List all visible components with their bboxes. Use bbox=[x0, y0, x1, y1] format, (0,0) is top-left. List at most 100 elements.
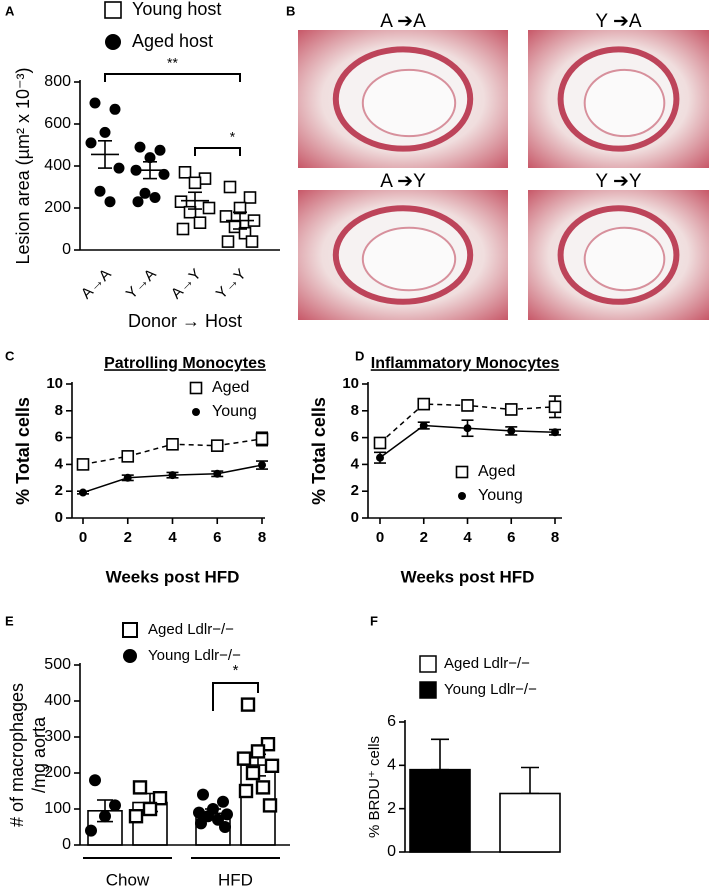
group-label: HFD bbox=[218, 870, 253, 889]
legend-marker bbox=[122, 622, 138, 638]
y-axis-label: Lesion area (µm² x 10⁻³) bbox=[13, 68, 33, 265]
y-tick-label: 0 bbox=[55, 509, 63, 526]
x-tick-label: 8 bbox=[551, 529, 559, 546]
legend-marker bbox=[104, 1, 122, 19]
square-marker bbox=[210, 439, 224, 452]
circle-marker bbox=[89, 774, 101, 787]
circle-marker bbox=[99, 810, 111, 823]
circle-marker bbox=[85, 137, 97, 149]
square-marker bbox=[262, 798, 278, 813]
y-axis-label: % BRDU⁺ cells bbox=[366, 736, 383, 838]
circle-marker bbox=[123, 473, 132, 482]
legend-label: Aged Ldlr−/− bbox=[444, 655, 530, 672]
square-marker bbox=[255, 780, 271, 795]
circle-marker bbox=[463, 424, 472, 433]
panel-label: E bbox=[5, 613, 14, 628]
circle-marker bbox=[109, 103, 121, 115]
image-label: A ➔A bbox=[380, 11, 426, 32]
legend-label: Aged bbox=[478, 463, 515, 480]
legend-label: Young host bbox=[132, 0, 221, 19]
square-marker bbox=[461, 399, 474, 412]
y-tick-label: 200 bbox=[44, 199, 71, 216]
circle-marker bbox=[158, 168, 170, 180]
circle-marker bbox=[197, 788, 209, 801]
circle-marker bbox=[113, 162, 125, 174]
y-tick-label: 500 bbox=[44, 656, 71, 673]
legend-marker bbox=[189, 381, 203, 395]
square-marker bbox=[236, 751, 252, 766]
y-tick-label: 300 bbox=[44, 728, 71, 745]
significance-label: * bbox=[233, 662, 239, 679]
x-axis-label: Donor → Host bbox=[128, 311, 242, 331]
lumen bbox=[583, 68, 666, 138]
square-marker bbox=[264, 758, 280, 773]
circle-marker bbox=[79, 488, 87, 497]
y-tick-label: 6 bbox=[351, 429, 359, 446]
square-marker bbox=[166, 437, 179, 451]
x-tick-label: 6 bbox=[213, 529, 221, 546]
y-axis-label: % Total cells bbox=[309, 397, 329, 505]
y-tick-label: 0 bbox=[351, 509, 359, 526]
square-marker bbox=[178, 166, 192, 179]
y-tick-label: 2 bbox=[351, 482, 359, 499]
circle-marker bbox=[507, 426, 516, 435]
lumen bbox=[361, 226, 457, 292]
circle-marker bbox=[104, 196, 116, 208]
group-label: Chow bbox=[106, 870, 150, 889]
y-tick-label: 4 bbox=[55, 455, 64, 472]
x-tick-label: 2 bbox=[420, 529, 428, 546]
circle-marker bbox=[134, 141, 146, 153]
legend-label: Young Ldlr−/− bbox=[444, 681, 537, 698]
y-tick-label: 0 bbox=[387, 843, 396, 860]
square-marker bbox=[128, 809, 144, 824]
circle-marker bbox=[139, 187, 151, 199]
circle-marker bbox=[144, 152, 156, 164]
legend-label: Young bbox=[212, 403, 257, 420]
y-tick-label: 400 bbox=[44, 692, 71, 709]
y-tick-label: 6 bbox=[387, 713, 396, 730]
square-marker bbox=[245, 235, 259, 248]
lumen bbox=[583, 226, 666, 292]
legend-label: Young Ldlr−/− bbox=[148, 647, 241, 664]
circle-marker bbox=[219, 821, 231, 833]
y-tick-label: 100 bbox=[44, 800, 71, 817]
legend-marker bbox=[458, 492, 466, 500]
circle-marker bbox=[149, 192, 161, 203]
square-marker bbox=[250, 744, 266, 759]
legend-swatch bbox=[419, 655, 437, 673]
x-tick-label: 2 bbox=[124, 529, 132, 546]
y-tick-label: 2 bbox=[55, 482, 63, 499]
square-marker bbox=[243, 191, 257, 204]
panel-label: F bbox=[370, 613, 378, 628]
y-axis-label: % Total cells bbox=[13, 397, 33, 505]
legend-label: Aged bbox=[212, 379, 249, 396]
panel-label: C bbox=[5, 348, 15, 363]
y-tick-label: 0 bbox=[62, 836, 71, 853]
x-tick-label: A→A bbox=[78, 266, 115, 303]
square-marker bbox=[142, 801, 158, 817]
image-label: A ➔Y bbox=[380, 171, 426, 192]
square-marker bbox=[223, 180, 237, 194]
square-marker bbox=[245, 765, 261, 781]
square-marker bbox=[504, 403, 518, 416]
x-tick-label: Y→A bbox=[123, 266, 160, 303]
circle-marker bbox=[109, 799, 121, 812]
chart-title: Patrolling Monocytes bbox=[104, 355, 266, 372]
circle-marker bbox=[195, 817, 207, 830]
legend-marker bbox=[192, 408, 200, 416]
legend-marker bbox=[105, 34, 121, 50]
significance-label: ** bbox=[167, 55, 178, 71]
legend-label: Aged host bbox=[132, 31, 213, 51]
legend-label: Young bbox=[478, 487, 523, 504]
square-marker bbox=[255, 432, 269, 446]
circle-marker bbox=[217, 795, 229, 808]
y-tick-label: 200 bbox=[44, 764, 71, 781]
circle-marker bbox=[89, 97, 101, 109]
square-marker bbox=[132, 780, 148, 795]
x-tick-label: Y→Y bbox=[213, 266, 250, 303]
y-axis-label: /mg aorta bbox=[29, 716, 49, 793]
legend-marker bbox=[455, 465, 469, 479]
x-tick-label: A→Y bbox=[168, 266, 205, 303]
square-marker bbox=[174, 195, 188, 208]
chart-title: Inflammatory Monocytes bbox=[371, 355, 560, 372]
